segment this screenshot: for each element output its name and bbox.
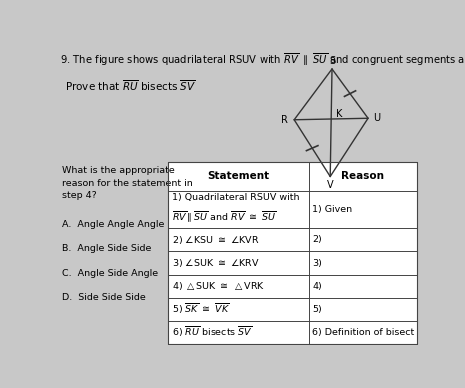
Text: B.  Angle Side Side: B. Angle Side Side (62, 244, 151, 253)
Text: R: R (281, 115, 287, 125)
Text: What is the appropriate
reason for the statement in
step 4?: What is the appropriate reason for the s… (62, 166, 193, 200)
Text: Prove that $\overline{RU}$ bisects $\overline{SV}$: Prove that $\overline{RU}$ bisects $\ove… (65, 78, 196, 93)
Text: 1) Quadrilateral RSUV with: 1) Quadrilateral RSUV with (172, 193, 299, 202)
Text: $\overline{RV}$$\parallel$$\overline{SU}$ and $\overline{RV}$ $\cong$ $\overline: $\overline{RV}$$\parallel$$\overline{SU}… (172, 210, 276, 225)
Text: D.  Side Side Side: D. Side Side Side (62, 293, 146, 302)
Text: Reason: Reason (341, 171, 384, 181)
Text: 1) Given: 1) Given (312, 205, 352, 214)
Text: 6) Definition of bisect: 6) Definition of bisect (312, 328, 414, 337)
Text: 4) $\triangle$SUK $\cong$ $\triangle$VRK: 4) $\triangle$SUK $\cong$ $\triangle$VRK (172, 280, 265, 292)
Bar (168, 161, 417, 344)
Text: Statement: Statement (207, 171, 269, 181)
Text: U: U (373, 113, 381, 123)
Text: 3) $\angle$SUK $\cong$ $\angle$KRV: 3) $\angle$SUK $\cong$ $\angle$KRV (172, 257, 259, 269)
Text: S: S (329, 57, 335, 66)
Text: 5): 5) (312, 305, 322, 314)
Text: 6) $\overline{RU}$ bisects $\overline{SV}$: 6) $\overline{RU}$ bisects $\overline{SV… (172, 325, 252, 340)
Text: K: K (336, 109, 342, 119)
Text: 2): 2) (312, 236, 322, 244)
Text: V: V (327, 180, 333, 190)
Text: 4): 4) (312, 282, 322, 291)
Text: 5) $\overline{SK}$ $\cong$ $\overline{VK}$: 5) $\overline{SK}$ $\cong$ $\overline{VK… (172, 302, 230, 316)
Text: A.  Angle Angle Angle: A. Angle Angle Angle (62, 220, 164, 229)
Text: 2) $\angle$KSU $\cong$ $\angle$KVR: 2) $\angle$KSU $\cong$ $\angle$KVR (172, 234, 259, 246)
Text: 3): 3) (312, 258, 322, 268)
Text: 9. The figure shows quadrilateral RSUV with $\overline{RV}$ $\parallel$ $\overli: 9. The figure shows quadrilateral RSUV w… (60, 51, 465, 68)
Text: C.  Angle Side Angle: C. Angle Side Angle (62, 269, 158, 278)
